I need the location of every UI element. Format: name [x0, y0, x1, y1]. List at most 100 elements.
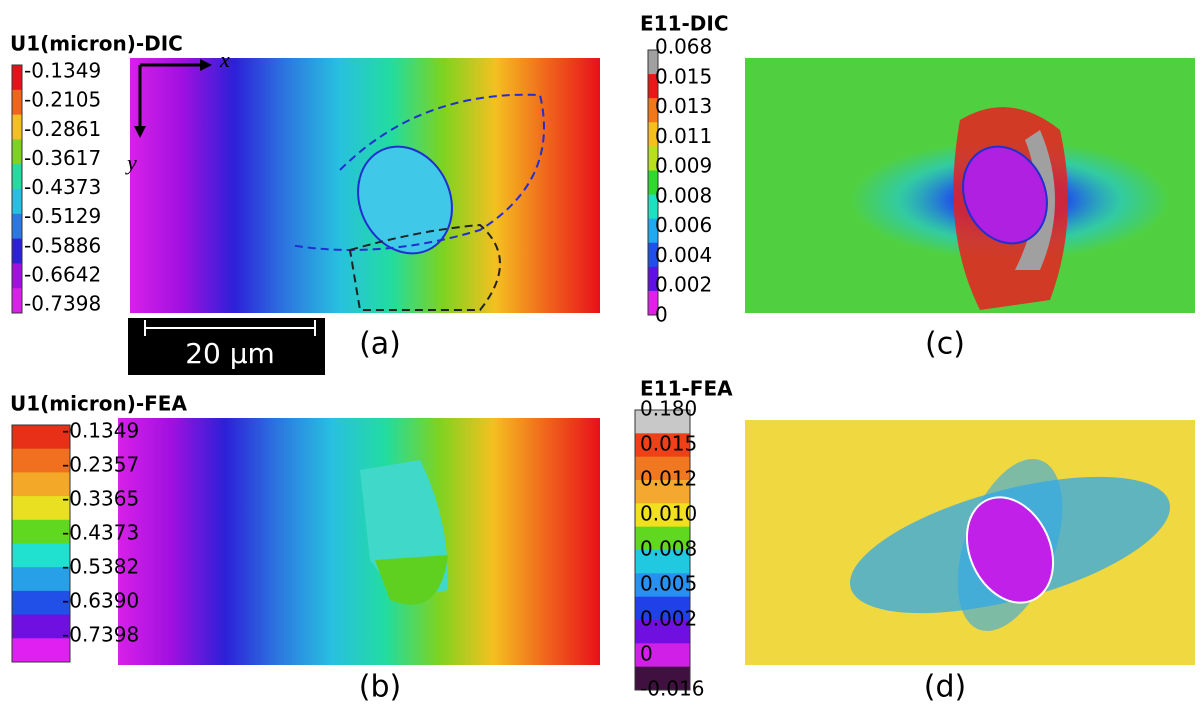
colorbar-segment	[648, 50, 658, 75]
colorbar-label: 0.180	[640, 397, 697, 421]
colorbar-label: 0.002	[655, 273, 712, 297]
colorbar-segment	[648, 146, 658, 171]
colorbar-segment	[635, 666, 690, 691]
colorbar-segment	[12, 263, 22, 289]
scale-bar-label: 20 µm	[185, 337, 275, 370]
colorbar-label: 0.008	[640, 537, 697, 561]
colorbar-segment	[635, 596, 690, 621]
colorbar-label: 0.068	[655, 35, 712, 59]
colorbar-segment	[12, 519, 70, 544]
colorbar-segment	[12, 614, 70, 639]
colorbar-label: 0.002	[640, 607, 697, 631]
colorbar-label: -0.3365	[62, 487, 139, 511]
colorbar-segment	[635, 620, 690, 644]
colorbar-segment	[12, 65, 22, 91]
dashed-outline	[289, 93, 545, 251]
colorbar-label: -0.1349	[62, 419, 139, 443]
arrowhead	[200, 59, 212, 71]
colorbar-segment	[12, 139, 22, 165]
colorbar-label: 0.009	[655, 154, 712, 178]
colorbar-label: 0	[655, 303, 668, 327]
colorbar-label: 0.005	[640, 572, 697, 596]
colorbar-segment	[648, 290, 658, 316]
colorbar-segment	[648, 218, 658, 244]
colorbar-label: 0.011	[655, 124, 712, 148]
colorbar-label: 0.012	[640, 467, 697, 491]
colorbar-segment	[12, 638, 70, 663]
colorbar-label: -0.7398	[24, 292, 101, 316]
colorbar-frame	[11, 424, 71, 663]
colorbar-label: 0.013	[655, 94, 712, 118]
colorbar-segment	[12, 288, 22, 314]
colorbar-segment	[12, 164, 22, 190]
panel-title: U1(micron)-FEA	[10, 392, 187, 416]
dashed-outline	[348, 223, 501, 311]
colorbar-segment	[648, 266, 658, 292]
colorbar-segment	[12, 567, 70, 592]
colorbar-frame	[11, 64, 23, 314]
colorbar-frame	[634, 409, 691, 691]
panel-label: (c)	[925, 327, 965, 362]
contour-map	[118, 418, 600, 665]
arrowhead	[134, 126, 146, 138]
colorbar-segment	[635, 480, 690, 504]
colorbar-segment	[12, 189, 22, 215]
colorbar-label: -0.7398	[62, 623, 139, 647]
colorbar-segment	[648, 122, 658, 147]
colorbar-label: 0	[640, 642, 653, 666]
colorbar-label: 0.004	[655, 243, 712, 267]
colorbar-frame	[647, 49, 659, 316]
colorbar-segment	[12, 89, 22, 116]
colorbar-segment	[635, 433, 690, 458]
colorbar-segment	[12, 425, 70, 450]
colorbar-label: 0.015	[640, 432, 697, 456]
colorbar-label: 0.015	[655, 64, 712, 88]
colorbar-segment	[635, 456, 690, 481]
colorbar-segment	[12, 543, 70, 568]
colorbar-segment	[12, 496, 70, 521]
panel-title: E11-DIC	[640, 12, 729, 36]
colorbar-segment	[648, 98, 658, 123]
panel-title: U1(micron)-DIC	[10, 32, 183, 56]
axis-label: y	[125, 150, 137, 175]
colorbar-segment	[635, 550, 690, 574]
colorbar-label: -0.5129	[24, 204, 101, 228]
colorbar-segment	[635, 410, 690, 434]
colorbar-label: -0.5382	[62, 555, 139, 579]
inclusion	[962, 145, 1048, 245]
colorbar-segment	[635, 503, 690, 528]
colorbar-label: -0.3617	[24, 146, 101, 170]
strain-band	[1015, 130, 1055, 270]
colorbar-label: -0.2105	[24, 88, 101, 112]
inclusion	[965, 496, 1055, 604]
colorbar-segment	[12, 448, 70, 473]
contour-region	[375, 555, 448, 605]
colorbar-segment	[648, 170, 658, 196]
colorbar-label: 0.006	[655, 213, 712, 237]
colorbar-segment	[12, 472, 70, 497]
panel-title: E11-FEA	[640, 377, 733, 401]
colorbar-segment	[648, 194, 658, 220]
colorbar-label: -0.2861	[24, 117, 101, 141]
panel-label: (b)	[359, 670, 401, 705]
panel-label: (d)	[924, 670, 966, 705]
colorbar-label: -0.2357	[62, 453, 139, 477]
colorbar-segment	[635, 573, 690, 598]
colorbar-segment	[635, 526, 690, 551]
colorbar-segment	[12, 114, 22, 140]
axis-label: x	[219, 47, 230, 72]
colorbar-label: -0.5886	[24, 233, 101, 257]
colorbar-label: -0.4373	[62, 521, 139, 545]
panel-label: (a)	[359, 327, 401, 362]
colorbar-segment	[648, 242, 658, 268]
colorbar-segment	[635, 643, 690, 668]
inclusion	[357, 145, 453, 255]
colorbar-segment	[12, 238, 22, 264]
colorbar-label: 0.008	[655, 183, 712, 207]
colorbar-segment	[648, 74, 658, 99]
colorbar-label: -0.1349	[24, 59, 101, 83]
colorbar-label: -0.4373	[24, 175, 101, 199]
colorbar-segment	[12, 590, 70, 616]
colorbar-label: -0.6642	[24, 262, 101, 286]
